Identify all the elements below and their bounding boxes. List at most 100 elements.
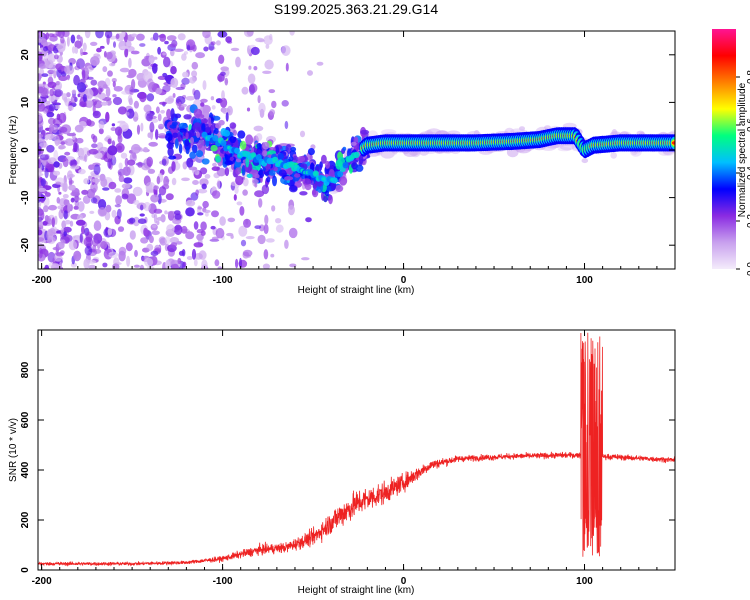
spectrogram-cell <box>54 135 60 147</box>
spectrogram-cell <box>290 146 297 152</box>
spectrogram-cell <box>105 51 113 60</box>
spectrogram-cell <box>182 71 189 78</box>
spectrogram-cell <box>38 159 41 169</box>
spectrogram-cell <box>104 31 113 39</box>
spectrogram-cell <box>210 96 215 101</box>
spectrogram-cell <box>245 218 249 225</box>
spectrogram-cell <box>127 159 136 166</box>
spectrogram-cell <box>309 154 313 160</box>
spectrogram-cell <box>121 90 131 95</box>
spectrogram-cell <box>262 167 266 172</box>
spectrogram-cell <box>115 142 125 153</box>
spectrogram-cell <box>152 63 158 74</box>
spectrogram-cell <box>235 167 242 175</box>
spectrogram-cell <box>38 86 45 94</box>
spectrogram-cell <box>60 227 65 233</box>
spectrogram-cell <box>170 77 179 89</box>
spectrogram-cell <box>145 181 156 193</box>
spectrogram-cell <box>133 199 140 205</box>
spectrogram-x-ticks: -200 -100 0 100 <box>32 31 676 286</box>
spectrogram-cell <box>51 263 61 269</box>
spectrogram-cell <box>156 216 166 221</box>
spectrogram-cell <box>158 34 166 39</box>
spectrogram-cell <box>181 261 186 269</box>
spectrogram-cell <box>81 225 85 235</box>
spectrogram-cell <box>56 81 60 86</box>
spectrogram-cell <box>56 67 62 78</box>
spectrogram-cell <box>107 158 112 169</box>
spectrogram-cell <box>170 242 178 247</box>
spectrogram-cell <box>144 257 154 267</box>
spectrogram-cell <box>217 266 223 269</box>
spectrogram-cell <box>146 156 153 167</box>
spectrogram-cell <box>202 80 207 91</box>
spectrogram-cell <box>235 158 242 163</box>
spectrogram-cell <box>249 83 258 93</box>
spectrogram-cell <box>181 177 190 182</box>
spectrogram-cell <box>68 159 78 167</box>
snr-frame <box>37 329 676 571</box>
spectrogram-cell <box>284 120 289 130</box>
spectrogram-cell <box>263 223 269 235</box>
spectrogram-cell <box>212 162 217 167</box>
spectrogram-cell <box>237 130 246 139</box>
spectrogram-cell <box>38 98 41 103</box>
spectrogram-cell <box>59 126 68 133</box>
spectrogram-cell <box>162 52 167 56</box>
spectrogram-cell <box>58 144 66 150</box>
spectrogram-cell <box>134 249 138 258</box>
spectrogram-cell <box>84 88 94 100</box>
spectrogram-cell <box>358 154 364 165</box>
spectrogram-cell <box>262 70 272 75</box>
spectrogram-cell <box>44 215 49 222</box>
spectrogram-cell <box>316 61 324 66</box>
spectrogram-cell <box>107 70 113 77</box>
spectrogram-cell <box>121 193 129 200</box>
spectrogram-cell <box>40 38 47 46</box>
spectrogram-cell <box>185 231 195 240</box>
spectrogram-cell <box>66 92 71 98</box>
spectrogram-cell <box>69 220 74 227</box>
spectrogram-cell <box>335 184 344 193</box>
spectrogram-cell <box>113 86 123 92</box>
spectrogram-cell <box>256 149 262 155</box>
spectrogram-cell <box>269 33 273 41</box>
spectrogram-cell <box>185 199 196 207</box>
spectrogram-cell <box>115 126 123 136</box>
spectrogram-cell <box>220 128 227 136</box>
spectrogram-cell <box>91 178 101 183</box>
spectrogram-cell <box>74 40 82 49</box>
spectrogram-cell <box>129 86 135 96</box>
spectrogram-cell <box>159 101 167 105</box>
spectrogram-cell <box>149 121 155 133</box>
spectrogram-cell <box>186 256 193 260</box>
spectrogram-cell <box>93 220 102 231</box>
spectrogram-cell <box>140 204 144 211</box>
spectrogram-cell <box>244 31 254 38</box>
spectrogram-cell <box>118 162 123 170</box>
spectrogram-cell <box>281 45 291 56</box>
spectrogram-cell <box>229 122 237 129</box>
spectrogram-cell <box>88 164 95 170</box>
spectrogram-cell <box>170 66 177 75</box>
spectrogram-y-ticks: -20 -10 0 10 20 <box>20 49 675 252</box>
spectrogram-cell <box>164 236 171 245</box>
spectrogram-cell <box>191 248 197 260</box>
spectrogram-cell <box>136 72 146 82</box>
spectrogram-cell <box>544 125 551 130</box>
spectrogram-cell <box>278 169 287 177</box>
spectrogram-cell <box>151 224 157 229</box>
spectrogram-cell <box>40 178 46 187</box>
spectrogram-cell <box>263 249 269 260</box>
spectrogram-cell <box>63 96 68 103</box>
spectrogram-cell <box>97 80 107 89</box>
spectrogram-cell <box>168 155 177 160</box>
spectrogram-cell <box>174 213 182 220</box>
spectrogram-cell <box>38 247 43 259</box>
spectrogram-cell <box>147 168 156 174</box>
spectrogram-cell <box>158 123 165 130</box>
spectrogram-cell <box>149 110 154 114</box>
spectrogram-cell <box>277 153 285 160</box>
spectrogram-cell <box>148 141 158 147</box>
